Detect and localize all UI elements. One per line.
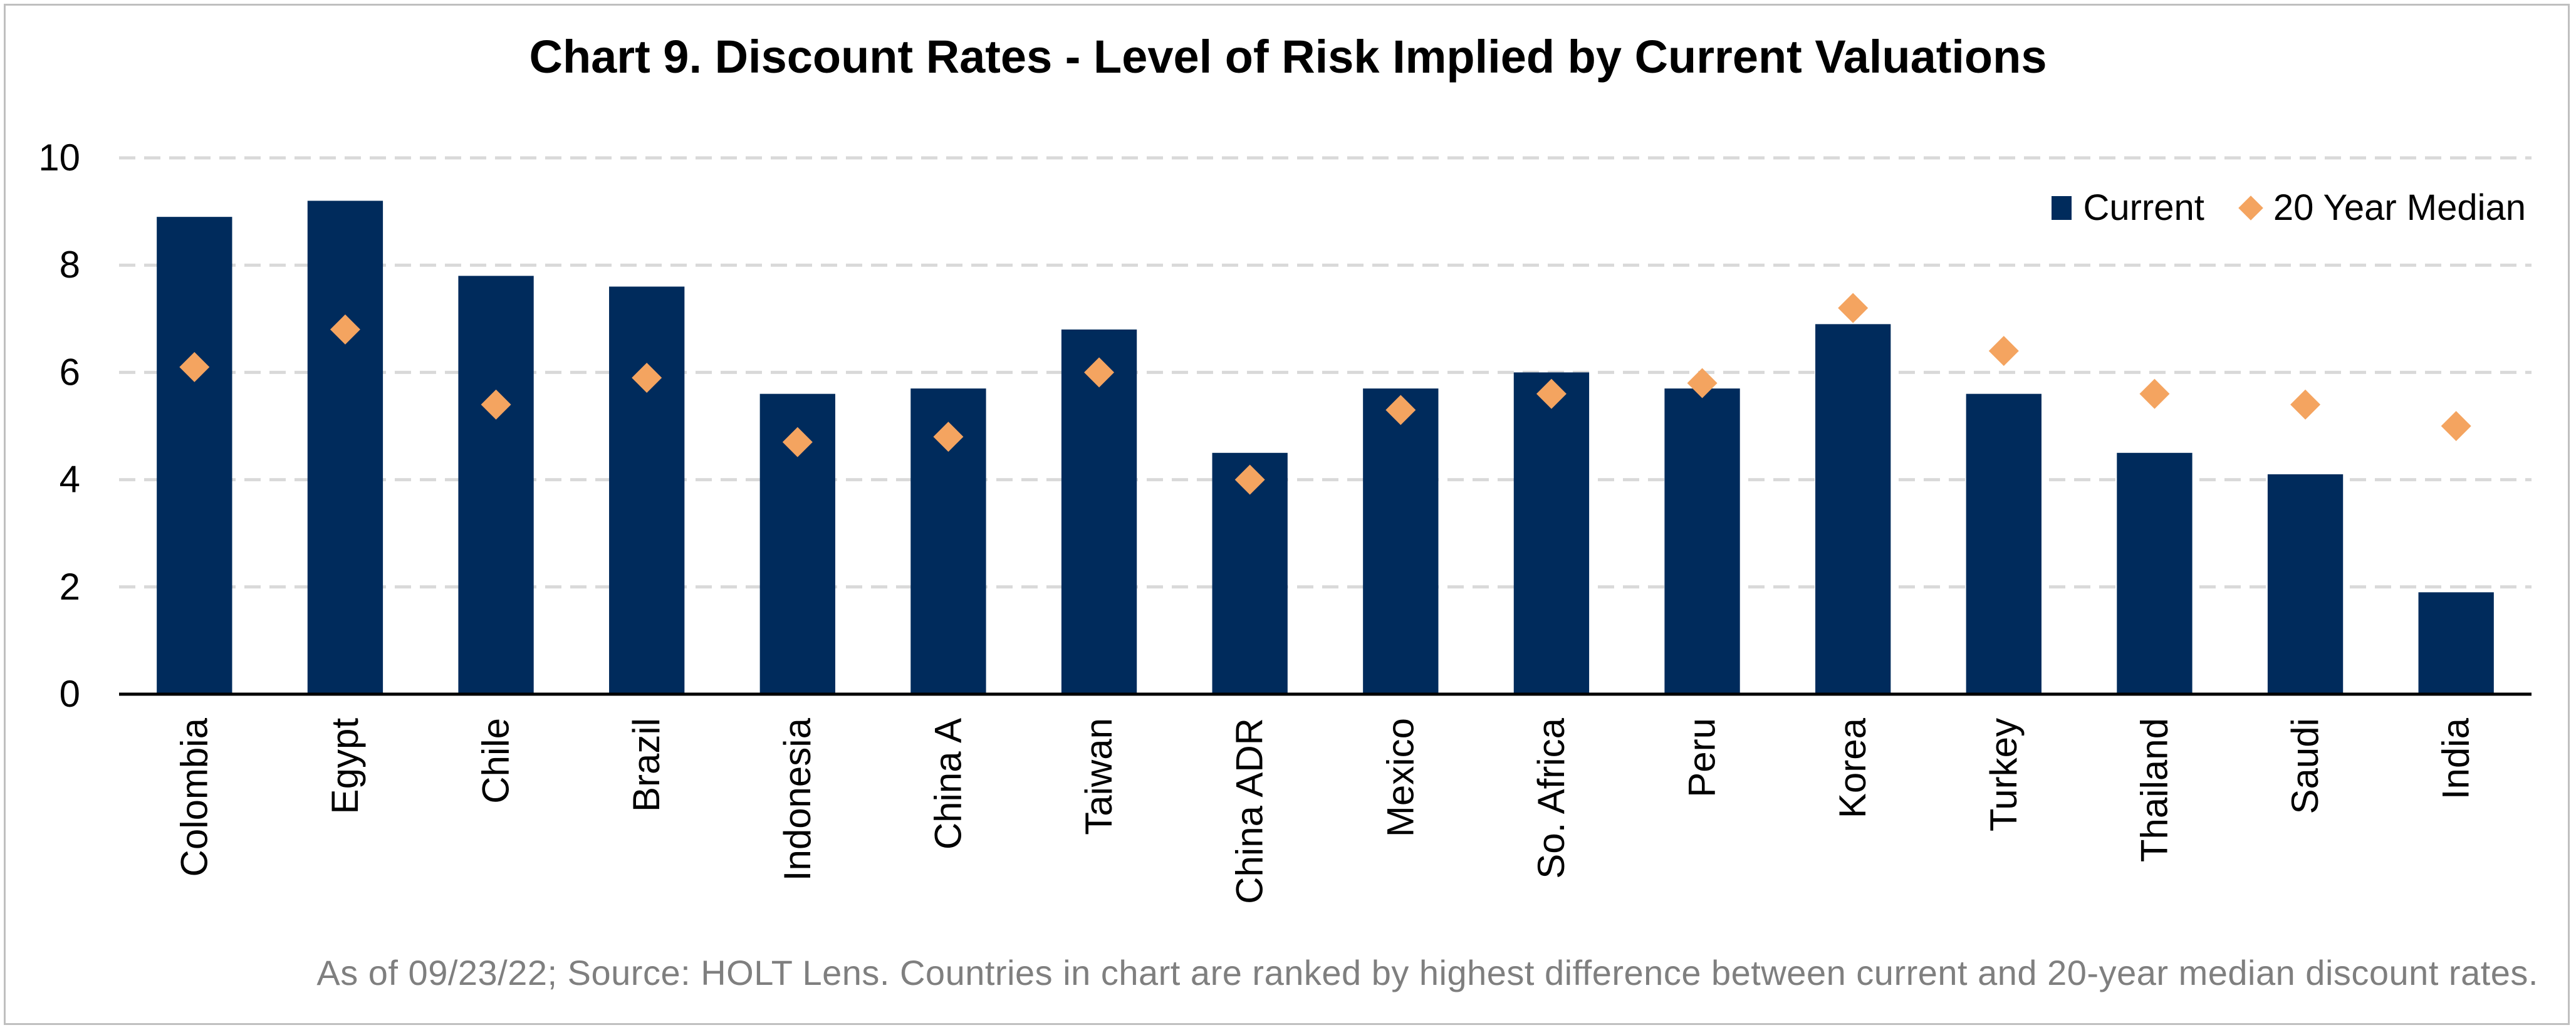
- y-axis-tick-labels: 0 2 4 6 8 10: [38, 137, 80, 715]
- legend-current-label: Current: [2083, 187, 2204, 228]
- marker-median: [632, 362, 662, 393]
- bar-current: [1061, 329, 1137, 694]
- marker-median: [933, 422, 964, 452]
- x-tick-label: Indonesia: [776, 717, 818, 881]
- y-tick-label: 6: [60, 351, 80, 393]
- bar-current: [458, 276, 534, 694]
- x-tick-label: Brazil: [625, 718, 667, 812]
- marker-median: [2290, 389, 2321, 420]
- x-tick-label: Thailand: [2133, 718, 2175, 862]
- bar-current: [1363, 388, 1439, 694]
- y-tick-label: 2: [60, 566, 80, 608]
- x-tick-label: Colombia: [173, 717, 215, 877]
- y-tick-label: 8: [60, 244, 80, 286]
- marker-median: [1536, 378, 1567, 409]
- x-tick-label: Mexico: [1379, 718, 1421, 837]
- marker-median: [1988, 336, 2019, 367]
- source-footnote: As of 09/23/22; Source: HOLT Lens. Count…: [316, 953, 2538, 992]
- median-markers: [179, 293, 2471, 495]
- bar-current: [2267, 474, 2344, 694]
- x-tick-label: Korea: [1832, 717, 1874, 818]
- x-tick-label: Turkey: [1983, 718, 2025, 831]
- legend-median-swatch: [2238, 195, 2263, 221]
- legend-current-swatch: [2052, 195, 2072, 220]
- marker-median: [1687, 368, 1718, 398]
- bar-current: [1815, 324, 1891, 694]
- x-tick-label: Peru: [1681, 718, 1723, 798]
- x-tick-label: Egypt: [324, 718, 366, 814]
- x-tick-label: Saudi: [2284, 718, 2326, 814]
- y-tick-label: 0: [60, 673, 80, 715]
- marker-median: [1234, 464, 1265, 495]
- bar-current: [1966, 393, 2042, 694]
- x-tick-label: China A: [927, 718, 969, 850]
- bar-current: [1664, 388, 1740, 694]
- marker-median: [1084, 357, 1115, 388]
- x-tick-label: Taiwan: [1078, 718, 1120, 835]
- x-tick-label: Chile: [475, 718, 517, 804]
- y-tick-label: 4: [60, 459, 80, 501]
- bar-current: [157, 217, 232, 694]
- y-tick-label: 10: [38, 137, 80, 179]
- current-bars: [157, 200, 2494, 695]
- marker-median: [1385, 395, 1416, 425]
- bar-current: [609, 286, 685, 694]
- x-axis-tick-labels: Colombia Egypt Chile Brazil Indonesia China A…: [173, 717, 2476, 903]
- x-tick-label: India: [2435, 717, 2477, 799]
- x-tick-label: China ADR: [1229, 718, 1271, 904]
- legend-median-label: 20 Year Median: [2273, 187, 2526, 228]
- marker-median: [782, 427, 813, 457]
- bar-current: [307, 200, 383, 695]
- marker-median: [179, 351, 210, 382]
- marker-median: [330, 314, 360, 345]
- marker-median: [1838, 293, 1869, 323]
- marker-median: [2441, 411, 2471, 441]
- bar-current: [2117, 452, 2193, 694]
- legend: Current 20 Year Median: [2052, 187, 2526, 229]
- bar-current: [2418, 592, 2494, 694]
- chart-title: Chart 9. Discount Rates - Level of Risk …: [529, 31, 2047, 83]
- marker-median: [481, 389, 511, 420]
- x-tick-label: So. Africa: [1530, 717, 1572, 878]
- bar-current: [1513, 372, 1590, 694]
- marker-median: [2139, 378, 2170, 409]
